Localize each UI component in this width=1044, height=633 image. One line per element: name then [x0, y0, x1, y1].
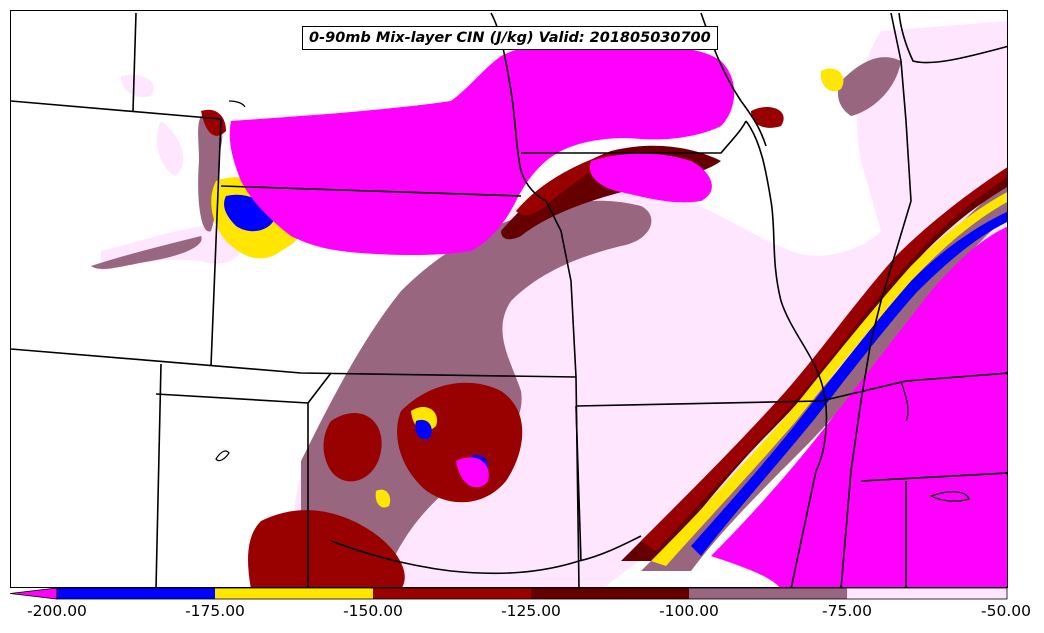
colorbar-tick-label: -175.00	[185, 602, 245, 620]
colorbar-tick-label: -125.00	[501, 602, 561, 620]
colorbar-segment-5	[689, 588, 847, 599]
map-title: 0-90mb Mix-layer CIN (J/kg) Valid: 20180…	[302, 26, 718, 50]
colorbar-extend-min	[10, 587, 58, 600]
colorbar-outline	[56, 587, 1008, 600]
colorbar-segment-1	[57, 588, 215, 599]
colorbar-segment-6	[847, 588, 1007, 599]
colorbar-tick-label: -75.00	[822, 602, 872, 620]
colorbar-tick-label: -200.00	[27, 602, 87, 620]
colorbar-segment-4	[531, 588, 689, 599]
colorbar-tick-label: -100.00	[659, 602, 719, 620]
lake-outlines	[215, 100, 970, 502]
colorbar-segment-3	[373, 588, 531, 599]
map-panel: 0-90mb Mix-layer CIN (J/kg) Valid: 20180…	[10, 10, 1008, 588]
colorbar-segment-2	[215, 588, 373, 599]
colorbar-tick-label: -150.00	[343, 602, 403, 620]
colorbar-tick-label: -50.00	[981, 602, 1031, 620]
cin-map	[11, 12, 1007, 587]
colorbar	[10, 587, 1008, 600]
